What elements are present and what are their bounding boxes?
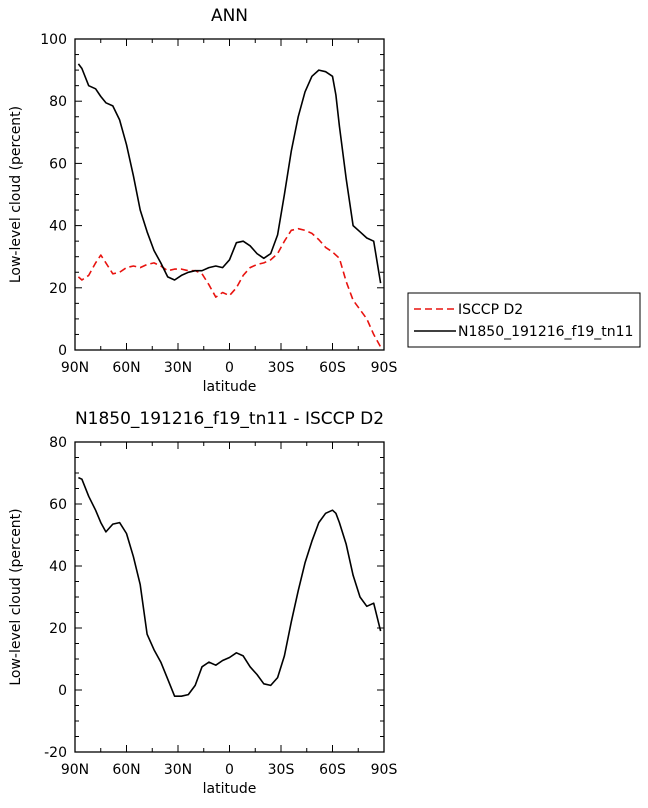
series-line [77, 227, 382, 348]
x-tick-label: 60N [112, 762, 140, 778]
x-tick-label: 90S [371, 762, 398, 778]
plot-frame [74, 38, 385, 351]
x-tick-label: 30N [164, 360, 192, 376]
x-tick-label: 90N [61, 360, 89, 376]
chart-title: N1850_191216_f19_tn11 - ISCCP D2 [75, 409, 384, 429]
x-tick-label: 60N [112, 360, 140, 376]
x-tick-label: 30N [164, 762, 192, 778]
y-tick-label: 60 [49, 497, 67, 513]
x-tick-label: 0 [225, 762, 234, 778]
legend-label: N1850_191216_f19_tn11 [458, 324, 633, 340]
series-line [78, 476, 382, 698]
x-tick-label: 90N [61, 762, 89, 778]
y-tick-label: 0 [58, 343, 67, 359]
x-tick-label: 30S [268, 360, 295, 376]
bottom-panel: 90N 60N 30N 0 30S 60S 90S -20 0 20 40 60 80 N1850_191… [8, 409, 397, 797]
y-tick-label: 40 [49, 219, 67, 235]
x-axis-label: latitude [203, 379, 257, 395]
legend: ISCCP D2 N1850_191216_f19_tn11 [407, 292, 641, 348]
x-tick-label: 30S [268, 762, 295, 778]
y-axis-label: Low-level cloud (percent) [8, 508, 24, 685]
y-tick-label: 60 [49, 156, 67, 172]
y-tick-label: 20 [49, 621, 67, 637]
legend-box [407, 292, 641, 348]
y-tick-label: -20 [44, 745, 67, 761]
y-tick-label: 80 [49, 94, 67, 110]
y-tick-label: 0 [58, 683, 67, 699]
series-line [77, 63, 382, 284]
x-tick-label: 0 [225, 360, 234, 376]
top-panel: 90N 60N 30N 0 30S 60S 90S 0 20 40 60 80 100 ANN latitu… [8, 6, 397, 395]
legend-label: ISCCP D2 [458, 302, 523, 318]
x-axis-label: latitude [203, 781, 257, 797]
y-tick-label: 80 [49, 435, 67, 451]
x-tick-label: 60S [319, 762, 346, 778]
chart-title: ANN [211, 6, 248, 26]
y-axis-label: Low-level cloud (percent) [8, 106, 24, 283]
y-tick-label: 20 [49, 281, 67, 297]
y-tick-label: 40 [49, 559, 67, 575]
y-tick-label: 100 [40, 32, 67, 48]
x-tick-label: 90S [371, 360, 398, 376]
plot-frame [74, 441, 385, 753]
x-tick-label: 60S [319, 360, 346, 376]
